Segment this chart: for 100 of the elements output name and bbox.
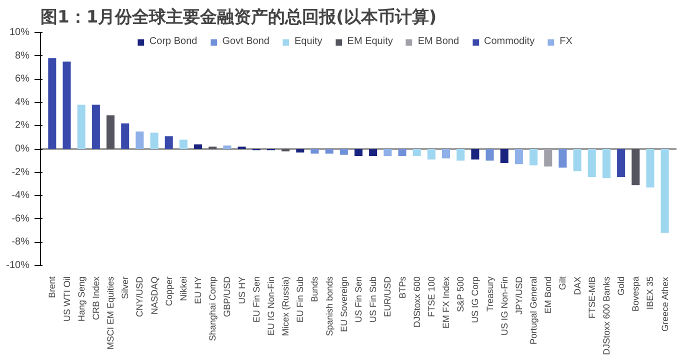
x-tick-label: US IG Corp <box>470 276 480 324</box>
bar <box>340 149 348 155</box>
x-tick-label: EU Fin Sen <box>251 276 262 323</box>
x-tick-label: US WTI Oil <box>62 276 72 322</box>
bar <box>384 149 392 156</box>
bar <box>150 132 158 149</box>
x-tick-label: DJStoxx 600 <box>412 276 422 328</box>
bar <box>558 149 567 168</box>
x-tick-label: Shanghai Comp <box>208 276 218 342</box>
x-tick-label: EUR/USD <box>382 276 393 318</box>
x-tick-label: Gold <box>616 276 626 296</box>
x-tick-label: Bovespa <box>630 276 641 312</box>
bar <box>164 136 173 149</box>
bar <box>398 149 406 156</box>
x-tick-label: Spanish bonds <box>324 276 334 336</box>
legend-label: EM Bond <box>418 36 460 47</box>
x-tick-label: Copper <box>164 276 174 306</box>
bar <box>77 104 86 149</box>
x-tick-label: Nikkei <box>178 276 188 302</box>
bar <box>296 149 304 152</box>
y-tick-label: 8% <box>15 50 30 62</box>
y-tick-label: 0% <box>15 144 30 154</box>
x-tick-label: Micex (Russia) <box>280 276 291 336</box>
y-tick-label: -6% <box>12 213 30 224</box>
x-tick-label: EU Fin Sub <box>295 276 306 323</box>
y-tick-label: 10% <box>9 27 30 38</box>
bar <box>354 149 363 156</box>
x-tick-label: FTSE 100 <box>426 276 436 318</box>
bar <box>325 149 334 154</box>
y-tick-label: 2% <box>15 120 30 132</box>
bar <box>179 140 188 149</box>
x-tick-label: Hang Seng <box>76 276 86 322</box>
legend-label: Equity <box>294 36 322 47</box>
legend-label: FX <box>560 36 574 47</box>
y-tick-label: 4% <box>15 96 30 108</box>
x-tick-label: EU Sovereign <box>338 276 349 332</box>
bar <box>530 149 538 166</box>
x-tick-label: Gilt <box>558 276 568 290</box>
x-tick-label: CNY/USD <box>134 276 145 318</box>
bar <box>106 115 115 149</box>
bar <box>427 149 436 160</box>
x-tick-label: DJStoxx 600 Banks <box>601 276 612 356</box>
bar <box>310 149 319 154</box>
y-tick-label: -4% <box>12 190 30 202</box>
x-tick-label: EM Bond <box>543 276 554 314</box>
y-tick-label: -10% <box>6 260 30 271</box>
y-tick-label: -2% <box>12 166 30 178</box>
x-tick-label: S&P 500 <box>456 276 466 312</box>
bar <box>646 149 654 188</box>
x-tick-label: EU IG Non-Fin <box>266 276 276 336</box>
x-tick-label: Treasury <box>484 276 495 312</box>
bar <box>412 149 421 156</box>
bar <box>442 149 450 158</box>
bar <box>573 149 582 172</box>
bar <box>588 149 596 177</box>
y-tick-label: -8% <box>12 236 30 248</box>
x-tick-label: US Fin Sub <box>368 276 378 323</box>
legend-label: EM Equity <box>347 36 393 47</box>
bar <box>194 144 202 149</box>
x-tick-label: IBEX 35 <box>645 276 656 310</box>
x-tick-label: Brent <box>47 276 58 298</box>
chart-title: 图1：1月份全球主要金融资产的总回报(以本币计算) <box>40 8 437 28</box>
x-tick-label: Silver <box>120 276 130 300</box>
bar <box>632 149 640 186</box>
x-tick-label: JPY/USD <box>514 276 524 315</box>
bar <box>660 149 669 233</box>
bar <box>617 149 626 177</box>
bar <box>486 149 494 161</box>
legend-label: Govt Bond <box>222 36 270 47</box>
bar <box>92 104 100 149</box>
legend-label: Commodity <box>484 36 535 47</box>
x-tick-label: US HY <box>236 276 247 304</box>
bar <box>369 149 378 156</box>
legend-label: Corp Bond <box>149 36 198 47</box>
bar <box>121 123 130 149</box>
bar <box>602 149 610 178</box>
x-tick-label: Bunds <box>310 276 320 302</box>
x-tick-label: EU HY <box>193 276 204 304</box>
x-tick-label: CRB Index <box>90 276 101 320</box>
x-tick-label: US IG Non-Fin <box>499 276 510 336</box>
x-tick-label: Portugal General <box>528 276 539 345</box>
x-tick-label: US Fin Sen <box>354 276 364 323</box>
bar <box>48 58 56 149</box>
x-tick-label: BTPs <box>397 276 408 299</box>
x-tick-label: DAX <box>572 276 582 296</box>
bar <box>514 149 523 164</box>
bar <box>471 149 480 160</box>
bar <box>500 149 508 163</box>
x-tick-label: MSCI EM Equities <box>106 276 116 350</box>
bar <box>456 149 465 161</box>
x-tick-label: EM FX Index <box>441 276 452 329</box>
bar <box>62 62 71 149</box>
bar <box>544 149 552 166</box>
x-tick-label: GBP/USD <box>222 276 232 318</box>
y-tick-label: 6% <box>15 74 30 85</box>
x-tick-label: NASDAQ <box>149 276 160 315</box>
bar <box>136 132 144 149</box>
bar <box>223 146 232 149</box>
x-tick-label: FTSE-MIB <box>586 276 597 318</box>
x-tick-label: Greece Athex <box>660 276 670 332</box>
